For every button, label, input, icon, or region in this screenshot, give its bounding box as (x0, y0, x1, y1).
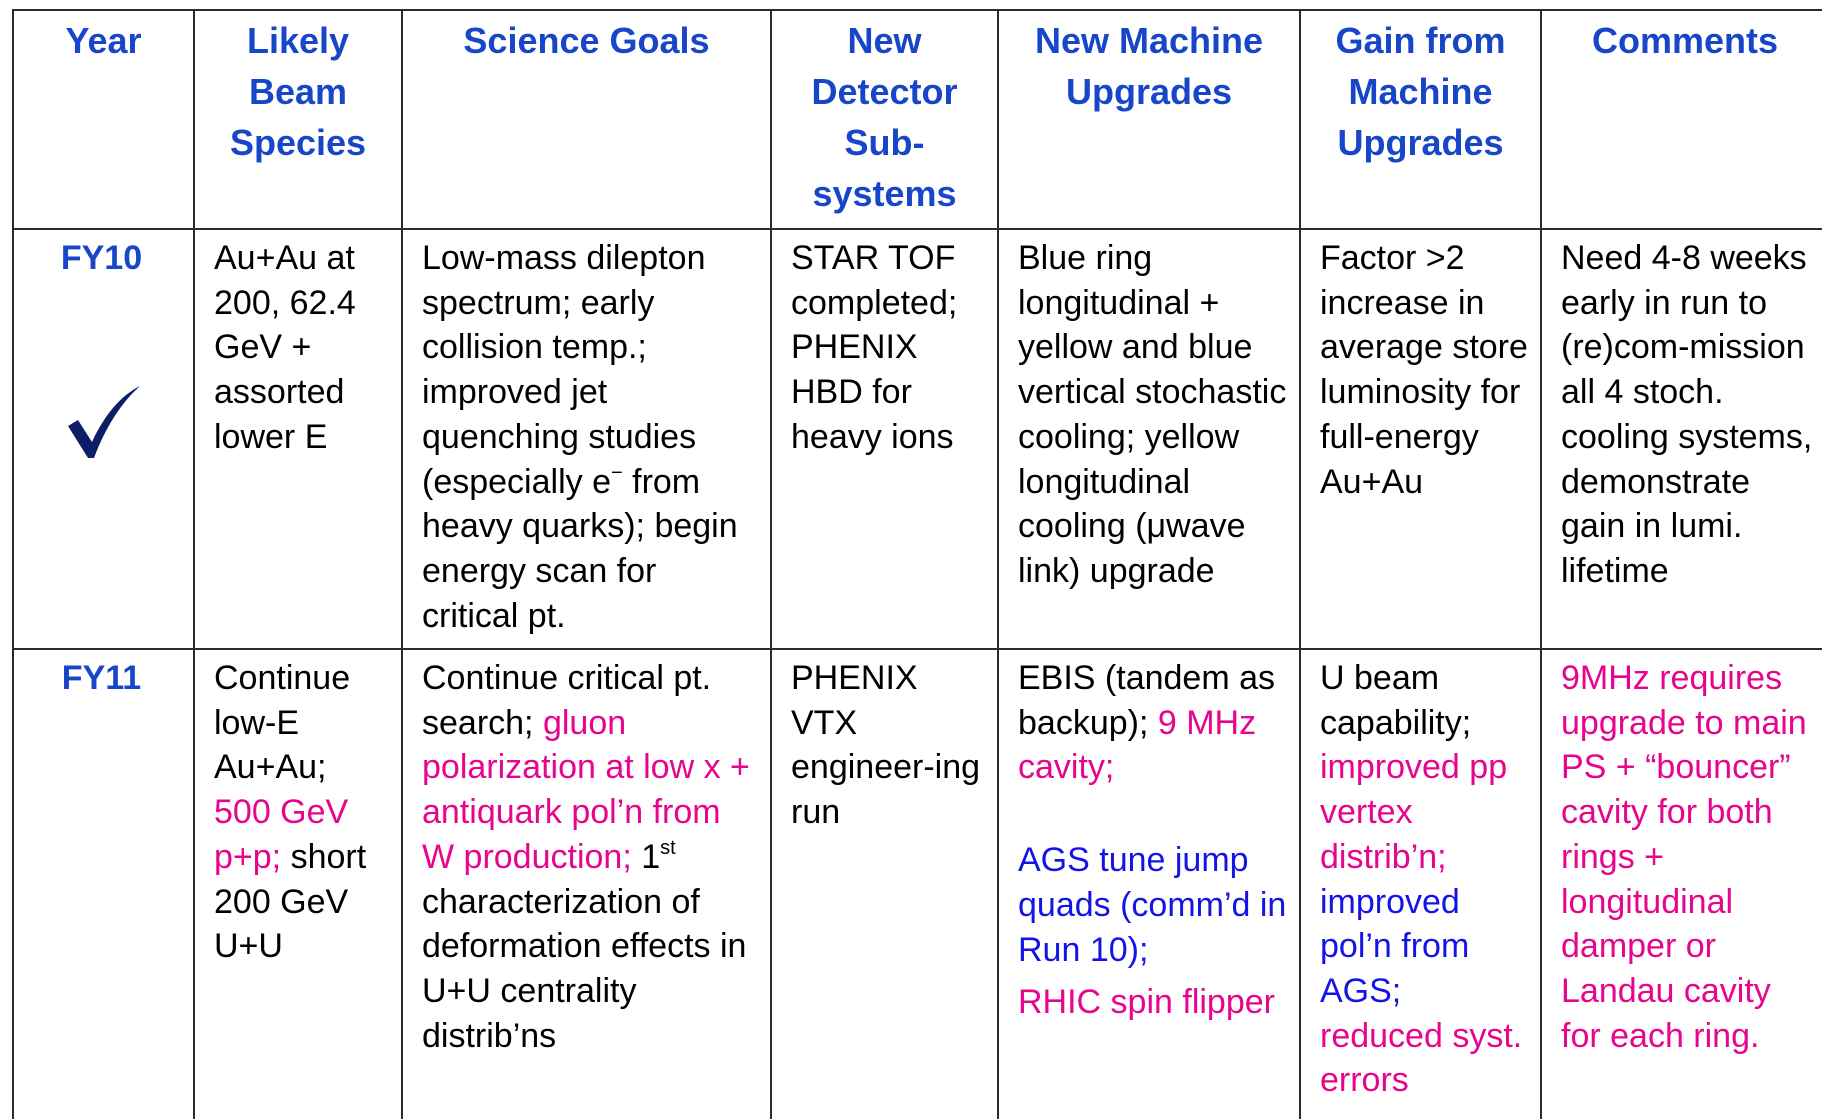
row: FY10 Au+Au at 200, 62.4 GeV + assorted lo… (12, 228, 1822, 650)
text-run: RHIC spin flipper (1018, 983, 1275, 1022)
text-run: Need 4-8 weeks early in run to (re)com-m… (1561, 239, 1813, 590)
text-run: 9MHz requires upgrade to main PS + “boun… (1561, 659, 1807, 1055)
text-run: Au+Au at 200, 62.4 GeV + assorted lower … (214, 239, 356, 456)
text-run: improved pp vertex distrib’n; (1320, 748, 1508, 876)
text-run: short 200 GeV U+U (214, 837, 367, 966)
paragraph: EBIS (tandem as backup); 9 MHz cavity; (1018, 656, 1289, 790)
cell: Need 4-8 weeks early in run to (re)com-m… (1540, 228, 1822, 650)
header-cell: Gain from Machine Upgrades (1299, 9, 1542, 230)
text-run: Continue critical pt. search; (422, 659, 712, 742)
text-run: EBIS (tandem as backup); (1018, 659, 1276, 742)
header-cell: Year (12, 9, 195, 230)
cell: EBIS (tandem as backup); 9 MHz cavity; AG… (997, 648, 1301, 1119)
text-run: Blue ring longitudinal + yellow and blue… (1018, 239, 1287, 590)
text-run: characterization of deformation effects … (422, 882, 747, 1055)
header-cell: Comments (1540, 9, 1822, 230)
text-run: improved pol’n from AGS; (1320, 882, 1470, 1010)
text-run: Continue low-E Au+Au; (214, 659, 351, 787)
text-run: from heavy quarks); begin energy scan fo… (422, 462, 738, 635)
text-run: reduced syst. errors (1320, 1016, 1523, 1100)
header-cell: New Machine Upgrades (997, 9, 1301, 230)
cell: Blue ring longitudinal + yellow and blue… (997, 228, 1301, 650)
header-cell: Science Goals (401, 9, 772, 230)
paragraph: 9MHz requires upgrade to main PS + “boun… (1561, 656, 1818, 1058)
paragraph: Continue low-E Au+Au; 500 GeV p+p; short… (214, 656, 391, 969)
paragraph: STAR TOF completed; PHENIX HBD for heavy… (791, 236, 987, 460)
text-run: STAR TOF completed; PHENIX HBD for heavy… (791, 239, 958, 456)
header-row: Year Likely Beam Species Science Goals New … (12, 9, 1822, 230)
text-run: AGS tune jump quads (comm’d in Run 10); (1018, 841, 1287, 969)
text-run: Factor >2 increase in average store lumi… (1320, 239, 1528, 501)
text-run: 9 MHz cavity; (1018, 703, 1257, 787)
year-cell: FY11 (12, 648, 195, 1119)
paragraph: PHENIX VTX engineer-ing run (791, 656, 987, 835)
paragraph: AGS tune jump quads (comm’d in Run 10); (1018, 838, 1289, 972)
cell: U beam capability; improved pp vertex di… (1299, 648, 1542, 1119)
text-run: 1 (631, 837, 661, 876)
cell: Au+Au at 200, 62.4 GeV + assorted lower … (193, 228, 403, 650)
text-run: Low-mass dilepton spectrum; early collis… (422, 239, 706, 501)
cell: 9MHz requires upgrade to main PS + “boun… (1540, 648, 1822, 1119)
row: FY11 Continue low-E Au+Au; 500 GeV p+p; s… (12, 648, 1822, 1119)
paragraph: Blue ring longitudinal + yellow and blue… (1018, 236, 1289, 594)
year-cell: FY10 (12, 228, 195, 650)
text-run: U beam capability; (1320, 659, 1472, 742)
paragraph: Au+Au at 200, 62.4 GeV + assorted lower … (214, 236, 391, 460)
cell: Continue critical pt. search; gluon pola… (401, 648, 772, 1119)
check-mark (68, 386, 140, 458)
text-run: gluon polarization at low x + antiquark … (422, 703, 750, 876)
text-run: − (610, 461, 623, 484)
paragraph: U beam capability; improved pp vertex di… (1320, 656, 1530, 1103)
cell: Factor >2 increase in average store lumi… (1299, 228, 1542, 650)
paragraph: Need 4-8 weeks early in run to (re)com-m… (1561, 236, 1818, 594)
paragraph: Low-mass dilepton spectrum; early collis… (422, 236, 760, 638)
cell: PHENIX VTX engineer-ing run (770, 648, 999, 1119)
cell: Continue low-E Au+Au; 500 GeV p+p; short… (193, 648, 403, 1119)
text-run: 500 GeV p+p; (214, 793, 349, 876)
paragraph: RHIC spin flipper (1018, 980, 1289, 1025)
schedule-table: Year Likely Beam Species Science Goals New … (12, 9, 1822, 1119)
header-cell: Likely Beam Species (193, 9, 403, 230)
paragraph: Continue critical pt. search; gluon pola… (422, 656, 760, 1058)
text-run: PHENIX VTX engineer-ing run (791, 659, 981, 832)
paragraph: Factor >2 increase in average store lumi… (1320, 236, 1530, 504)
check-icon (68, 386, 140, 458)
header-cell: New Detector Sub-systems (770, 9, 999, 230)
cell: STAR TOF completed; PHENIX HBD for heavy… (770, 228, 999, 650)
cell: Low-mass dilepton spectrum; early collis… (401, 228, 772, 650)
text-run: st (660, 836, 676, 859)
